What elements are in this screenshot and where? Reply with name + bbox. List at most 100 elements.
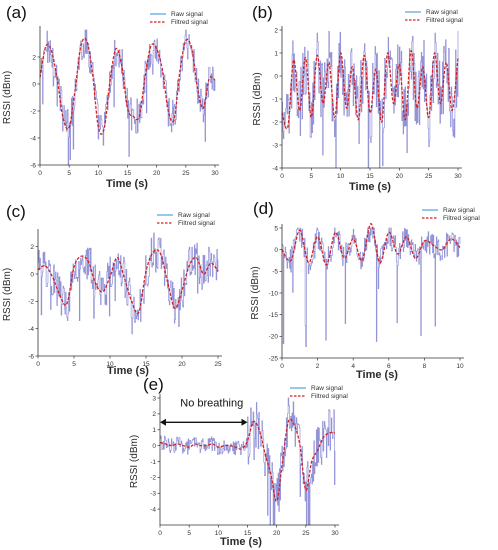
chart-panel-2: (c) 0 5 10 15 20 25 -6 -4 -2 0 2 Time (s) RSSI (dBm) R… — [2, 202, 222, 377]
x-tick-label: 30 — [454, 173, 462, 180]
filtered-signal-line — [37, 249, 219, 315]
y-tick-label: 2 — [152, 411, 156, 418]
y-tick-label: -3 — [272, 142, 278, 149]
x-tick-label: 5 — [67, 170, 71, 177]
x-tick-label: 4 — [351, 363, 355, 370]
y-tick-label: -1 — [272, 96, 278, 103]
raw-signal-line — [160, 397, 336, 526]
filtered-signal-line — [281, 50, 459, 130]
x-tick-label: 15 — [142, 361, 150, 368]
y-tick-label: -5 — [272, 269, 278, 276]
raw-signal-line — [282, 30, 459, 169]
legend-raw-label: Raw signal — [171, 11, 203, 18]
y-tick-label: 0 — [32, 81, 36, 88]
legend-filtered-label: Filtred signal — [443, 215, 480, 222]
legend-filtered-label: Filtred signal — [426, 17, 463, 24]
y-tick-label: 3 — [152, 395, 156, 402]
legend-raw-label: Raw signal — [443, 207, 475, 214]
legend-filtered-label: Filtred signal — [178, 220, 215, 227]
arrow-left-icon — [160, 418, 166, 426]
y-tick-label: 1 — [274, 50, 278, 57]
y-tick-label: -10 — [269, 290, 279, 297]
x-tick-label: 20 — [153, 170, 161, 177]
raw-signal-line — [40, 29, 216, 166]
y-tick-label: 5 — [274, 225, 278, 232]
arrow-right-icon — [241, 418, 248, 426]
y-tick-label: -4 — [150, 506, 156, 513]
y-tick-label: 0 — [30, 271, 34, 278]
x-tick-label: 5 — [72, 361, 76, 368]
raw-signal-line — [38, 232, 219, 335]
chart-panel-1: (b) 0 5 10 15 20 25 30 -4 -3 -2 -1 0 1 2 Time (s) RSSI (… — [252, 3, 463, 193]
x-tick-label: 20 — [396, 173, 404, 180]
y-tick-label: -2 — [150, 475, 156, 482]
y-tick-label: -25 — [269, 355, 279, 362]
x-tick-label: 30 — [211, 170, 219, 177]
y-tick-label: -1 — [150, 459, 156, 466]
x-tick-label: 0 — [280, 363, 284, 370]
x-tick-label: 25 — [302, 530, 310, 537]
x-tick-label: 0 — [38, 170, 42, 177]
x-tick-label: 20 — [273, 530, 281, 537]
y-tick-label: 1 — [152, 427, 156, 434]
y-axis-label: RSSI (dBm) — [252, 72, 263, 125]
panel-label: (b) — [252, 3, 273, 22]
y-tick-label: 2 — [30, 244, 34, 251]
y-tick-label: -6 — [30, 162, 36, 169]
filtered-signal-line — [281, 223, 461, 266]
x-axis-label: Time (s) — [220, 536, 262, 548]
y-tick-label: 2 — [32, 54, 36, 61]
x-tick-label: 0 — [158, 530, 162, 537]
raw-signal-line — [282, 227, 461, 347]
chart-panel-3: (d) 0 2 4 6 8 10 -25 -20 -15 -10 -5 0 5 Time (s) RSSI (… — [250, 199, 480, 381]
x-tick-label: 10 — [215, 530, 223, 537]
x-tick-label: 10 — [337, 173, 345, 180]
panel-label: (a) — [6, 3, 27, 22]
x-axis-label: Time (s) — [106, 178, 148, 190]
legend-filtered-label: Filtred signal — [311, 393, 348, 400]
x-axis-label: Time (s) — [356, 369, 398, 381]
x-tick-label: 6 — [387, 363, 391, 370]
x-tick-label: 25 — [182, 170, 190, 177]
y-tick-label: -2 — [28, 299, 34, 306]
y-tick-label: 2 — [274, 27, 278, 34]
y-axis-label: RSSI (dBm) — [2, 268, 13, 321]
y-tick-label: -15 — [269, 312, 279, 319]
y-tick-label: -4 — [28, 326, 34, 333]
no-breathing-annotation: No breathing — [180, 397, 243, 409]
x-tick-label: 15 — [244, 530, 252, 537]
legend-raw-label: Raw signal — [311, 385, 343, 392]
x-tick-label: 8 — [423, 363, 427, 370]
x-tick-label: 10 — [106, 361, 114, 368]
x-tick-label: 10 — [95, 170, 103, 177]
panel-label: (e) — [143, 375, 164, 394]
x-tick-label: 15 — [124, 170, 132, 177]
x-tick-label: 10 — [456, 363, 464, 370]
legend-raw-label: Raw signal — [178, 212, 210, 219]
x-tick-label: 20 — [178, 361, 186, 368]
x-axis-label: Time (s) — [349, 181, 391, 193]
y-tick-label: -3 — [150, 491, 156, 498]
x-tick-label: 25 — [214, 361, 222, 368]
x-tick-label: 5 — [310, 173, 314, 180]
x-tick-label: 0 — [36, 361, 40, 368]
legend-raw-label: Raw signal — [426, 9, 458, 16]
panel-label: (c) — [6, 202, 26, 221]
y-tick-label: -4 — [272, 165, 278, 172]
y-tick-label: -2 — [30, 108, 36, 115]
y-tick-label: 0 — [152, 443, 156, 450]
filtered-signal-line — [39, 37, 216, 135]
x-tick-label: 25 — [425, 173, 433, 180]
y-tick-label: 0 — [274, 247, 278, 254]
y-tick-label: -20 — [269, 334, 279, 341]
y-tick-label: -4 — [30, 135, 36, 142]
y-axis-label: RSSI (dBm) — [129, 435, 140, 488]
y-axis-label: RSSI (dBm) — [2, 71, 13, 124]
panel-label: (d) — [253, 199, 274, 218]
y-tick-label: 0 — [274, 73, 278, 80]
x-tick-label: 0 — [280, 173, 284, 180]
